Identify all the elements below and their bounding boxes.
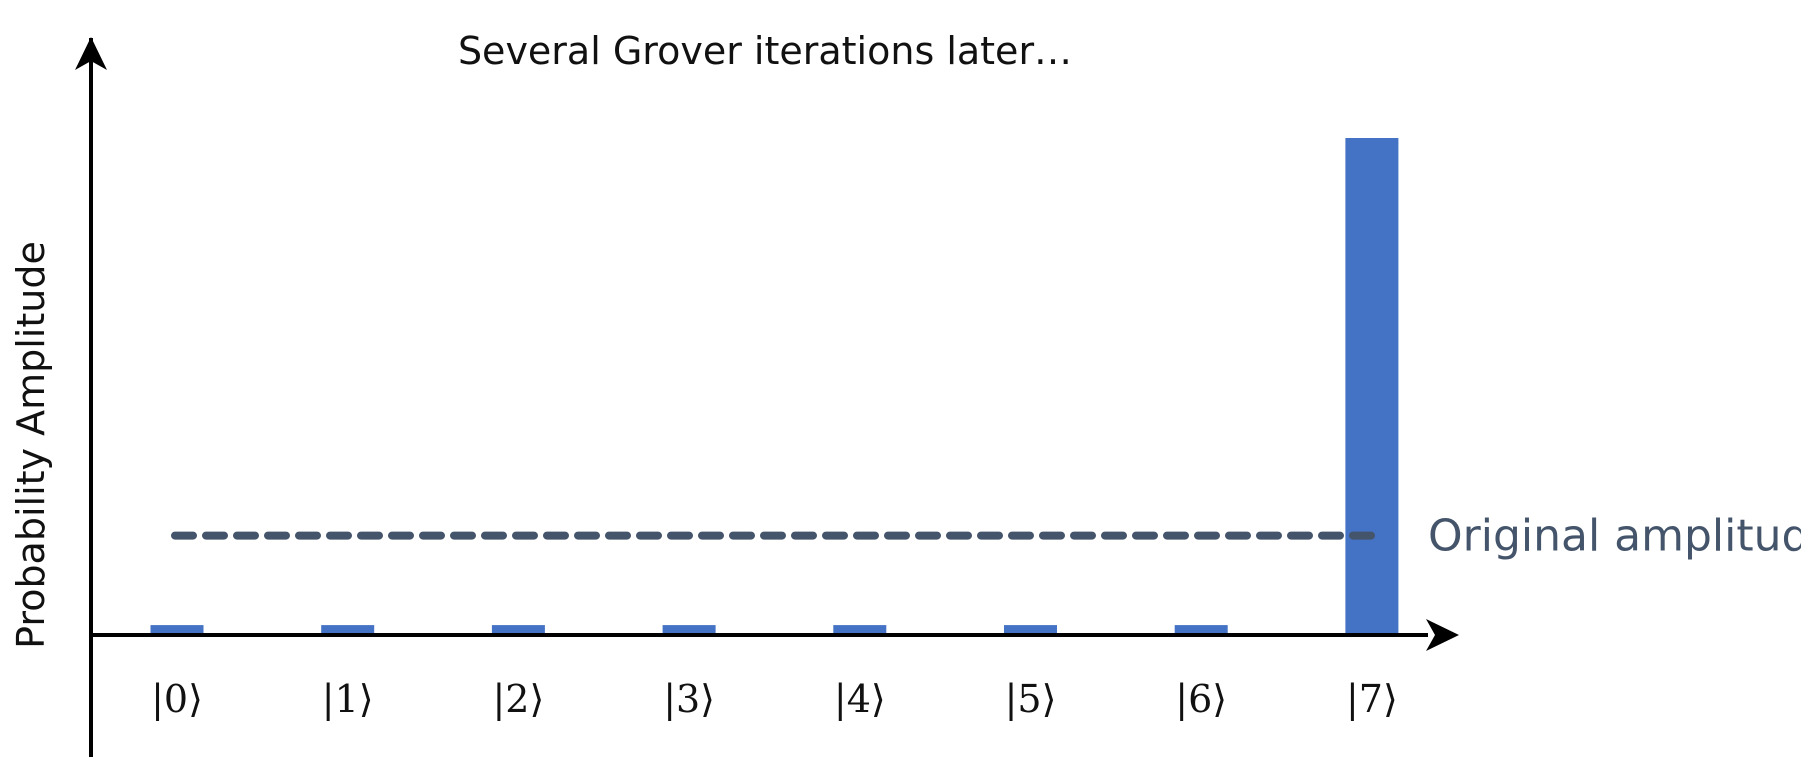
bar-0 xyxy=(150,625,204,635)
chart-title: Several Grover iterations later… xyxy=(458,29,1072,73)
bar-7 xyxy=(1345,138,1399,635)
x-tick-label-2: |2⟩ xyxy=(492,677,544,721)
x-tick-label-1: |1⟩ xyxy=(322,677,374,721)
x-tick-label-0: |0⟩ xyxy=(151,677,203,721)
reference-line-label: Original amplitude xyxy=(1428,511,1801,562)
x-tick-label-5: |5⟩ xyxy=(1005,677,1057,721)
bar-1 xyxy=(321,625,375,635)
y-axis-arrowhead xyxy=(75,37,107,70)
reference-line-group: Original amplitude xyxy=(171,511,1801,562)
axes xyxy=(75,37,1459,757)
x-tick-label-4: |4⟩ xyxy=(834,677,886,721)
bar-2 xyxy=(491,625,545,635)
x-tick-label-3: |3⟩ xyxy=(663,677,715,721)
x-tick-label-7: |7⟩ xyxy=(1346,677,1398,721)
bar-5 xyxy=(1004,625,1057,635)
bars-group xyxy=(150,138,1399,635)
bar-6 xyxy=(1174,625,1228,635)
bar-4 xyxy=(833,625,887,635)
bar-3 xyxy=(662,625,716,635)
y-axis-label: Probability Amplitude xyxy=(9,241,53,649)
x-tick-labels: |0⟩ |1⟩ |2⟩ |3⟩ |4⟩ |5⟩ |6⟩ |7⟩ xyxy=(151,677,1398,721)
x-tick-label-6: |6⟩ xyxy=(1175,677,1227,721)
x-axis-arrowhead xyxy=(1426,619,1459,651)
